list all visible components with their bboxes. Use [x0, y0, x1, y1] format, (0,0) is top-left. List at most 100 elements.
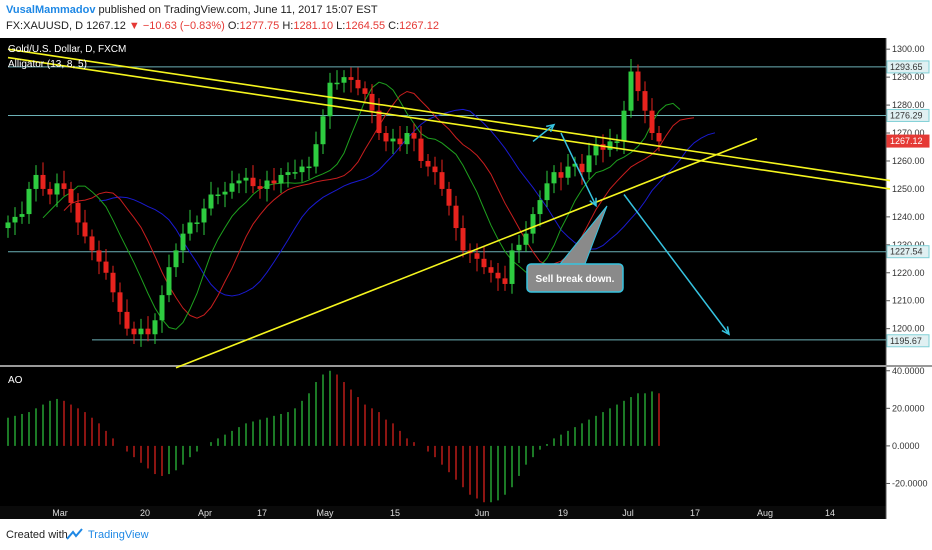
candle	[208, 194, 214, 209]
candle	[544, 183, 550, 201]
candle	[383, 133, 389, 142]
last-price: 1267.12	[86, 20, 126, 32]
candle	[376, 110, 382, 134]
candle	[152, 320, 158, 335]
projection-arrow	[532, 124, 555, 142]
x-tick-label: Aug	[757, 508, 773, 518]
candle	[355, 79, 361, 89]
ohlc-line: FX:XAUUSD, D 1267.12 ▼ −10.63 (−0.83%) O…	[6, 20, 439, 32]
candle	[131, 328, 137, 335]
y-tick-label: 1200.00	[892, 324, 925, 334]
candle	[54, 183, 60, 195]
candle	[502, 278, 508, 284]
ao-tick-label: 20.0000	[892, 403, 925, 413]
candle	[656, 133, 662, 142]
y-tick-label: 1260.00	[892, 156, 925, 166]
candle	[649, 110, 655, 134]
close-value: 1267.12	[399, 20, 439, 32]
candle	[89, 236, 95, 251]
candle	[26, 188, 32, 215]
candle	[460, 228, 466, 251]
chart-header: VusalMammadov published on TradingView.c…	[0, 0, 932, 38]
ao-pane-label: AO	[8, 375, 23, 386]
candle	[362, 88, 368, 94]
candle	[68, 188, 74, 203]
candle	[40, 174, 46, 189]
author-link[interactable]: VusalMammadov	[6, 4, 96, 16]
trendline	[7, 56, 891, 190]
candle	[495, 272, 501, 279]
price-label-box	[886, 245, 930, 259]
created-with-text: Created with	[6, 529, 68, 541]
published-text: published on TradingView.com, June 11, 2…	[98, 4, 378, 16]
x-tick-label: Jun	[475, 508, 490, 518]
symbol-label: FX:XAUUSD, D	[6, 20, 84, 32]
candle	[390, 138, 396, 142]
candle	[229, 183, 235, 192]
candle	[222, 191, 228, 195]
callout-text: Sell break down.	[536, 274, 615, 285]
ao-pane	[0, 367, 886, 506]
price-label-text: 1267.12	[890, 136, 923, 146]
y-tick-label: 1250.00	[892, 184, 925, 194]
arrow-head	[546, 123, 556, 133]
candle	[285, 172, 291, 175]
y-tick-label: 1270.00	[892, 128, 925, 138]
price-label-text: 1195.67	[890, 336, 922, 346]
candle	[201, 208, 207, 223]
candle	[292, 172, 298, 174]
price-change: −10.63 (−0.83%)	[142, 20, 225, 32]
candle	[551, 172, 557, 184]
candle	[439, 172, 445, 189]
candle	[159, 295, 165, 321]
candle	[523, 233, 529, 245]
ao-tick-label: -20.0000	[892, 478, 928, 488]
chart-canvas[interactable]: 1200.00 1210.00 1220.00 1230.00 1240.00 1250.…	[0, 38, 932, 519]
open-value: 1277.75	[239, 20, 280, 32]
candle	[565, 166, 571, 178]
candle	[348, 77, 354, 80]
low-label: L:	[336, 20, 346, 32]
candle	[530, 214, 536, 234]
low-value: 1264.55	[345, 20, 386, 32]
candle	[306, 166, 312, 169]
candle	[12, 216, 18, 223]
price-label-text: 1293.65	[890, 62, 923, 72]
projection-arrow	[560, 132, 597, 207]
y-tick-label: 1210.00	[892, 296, 925, 306]
candle	[194, 222, 200, 224]
candle	[341, 77, 347, 83]
close-label: C:	[388, 20, 400, 32]
candle	[635, 71, 641, 92]
high-value: 1281.10	[293, 20, 334, 32]
arrow-head	[589, 197, 597, 208]
footer: Created with TradingView	[0, 519, 932, 550]
high-label: H:	[282, 20, 294, 32]
callout-box	[526, 263, 624, 293]
price-label-box	[886, 134, 930, 148]
candles-group	[5, 58, 662, 347]
candle	[411, 133, 417, 139]
x-tick-label: 20	[140, 508, 150, 518]
candle	[215, 194, 221, 197]
candle	[236, 180, 242, 184]
candle	[453, 205, 459, 229]
candle	[425, 160, 431, 167]
y-tick-label: 1300.00	[892, 44, 925, 54]
candle	[334, 82, 340, 85]
projection-arrow	[623, 194, 730, 335]
candle	[509, 250, 515, 284]
y-tick-label: 1280.00	[892, 100, 925, 110]
tradingview-brand[interactable]: TradingView	[88, 529, 149, 541]
candle	[600, 144, 606, 150]
candle	[271, 180, 277, 184]
price-label-box	[886, 108, 930, 122]
candle	[432, 166, 438, 173]
candle	[446, 188, 452, 206]
ao-tick-label: 0.0000	[892, 441, 920, 451]
candle	[558, 172, 564, 178]
candle	[33, 174, 39, 189]
publish-line: VusalMammadov published on TradingView.c…	[6, 4, 378, 16]
candle	[404, 133, 410, 145]
price-label-box	[886, 334, 930, 348]
